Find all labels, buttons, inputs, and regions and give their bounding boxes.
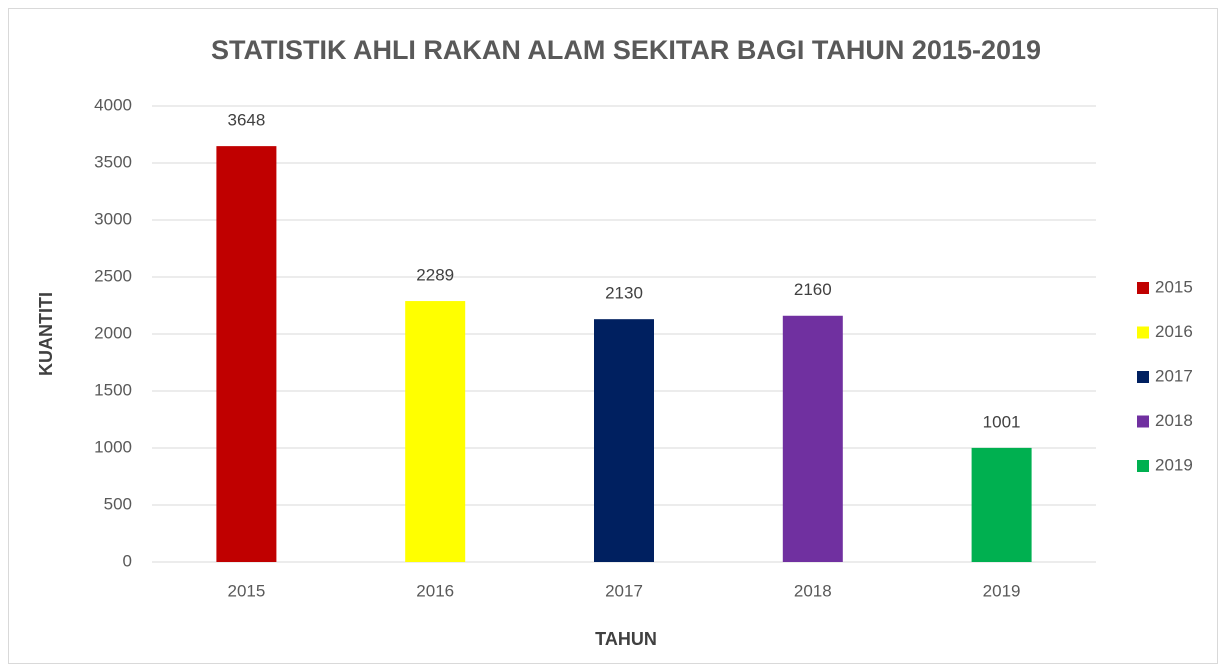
x-tick-label: 2019 — [983, 581, 1021, 600]
x-tick-label: 2015 — [227, 581, 265, 600]
legend-swatch — [1137, 415, 1149, 428]
bar — [216, 146, 277, 563]
y-axis-label: KUANTITI — [36, 292, 56, 376]
legend-swatch — [1137, 282, 1149, 294]
value-label: 1001 — [983, 412, 1021, 431]
bar — [594, 319, 654, 562]
y-tick-label: 2500 — [94, 266, 132, 285]
value-label: 2289 — [416, 266, 454, 285]
y-tick-label: 1500 — [94, 380, 132, 399]
legend-label: 2017 — [1155, 366, 1193, 385]
value-label: 2160 — [794, 280, 832, 299]
chart-title: STATISTIK AHLI RAKAN ALAM SEKITAR BAGI T… — [211, 35, 1041, 65]
value-label: 3648 — [227, 111, 265, 130]
bar — [405, 301, 466, 562]
y-tick-label: 0 — [123, 551, 132, 570]
legend-label: 2015 — [1155, 277, 1193, 296]
y-tick-label: 1000 — [94, 437, 132, 456]
y-tick-label: 4000 — [94, 95, 132, 114]
legend-label: 2016 — [1155, 322, 1193, 341]
legend-swatch — [1137, 371, 1149, 383]
y-tick-label: 3000 — [94, 209, 132, 228]
legend-label: 2019 — [1155, 455, 1193, 474]
bar — [782, 315, 843, 562]
bar — [971, 447, 1032, 562]
y-tick-label: 500 — [104, 494, 132, 513]
x-tick-label: 2017 — [605, 581, 643, 600]
x-axis-label: TAHUN — [595, 629, 657, 649]
y-tick-label: 3500 — [94, 152, 132, 171]
legend-swatch — [1137, 326, 1149, 339]
x-tick-label: 2016 — [416, 581, 454, 600]
value-label: 2130 — [605, 284, 643, 303]
legend-swatch — [1137, 460, 1149, 472]
y-tick-label: 2000 — [94, 323, 132, 342]
legend-label: 2018 — [1155, 411, 1193, 430]
x-tick-label: 2018 — [794, 581, 832, 600]
